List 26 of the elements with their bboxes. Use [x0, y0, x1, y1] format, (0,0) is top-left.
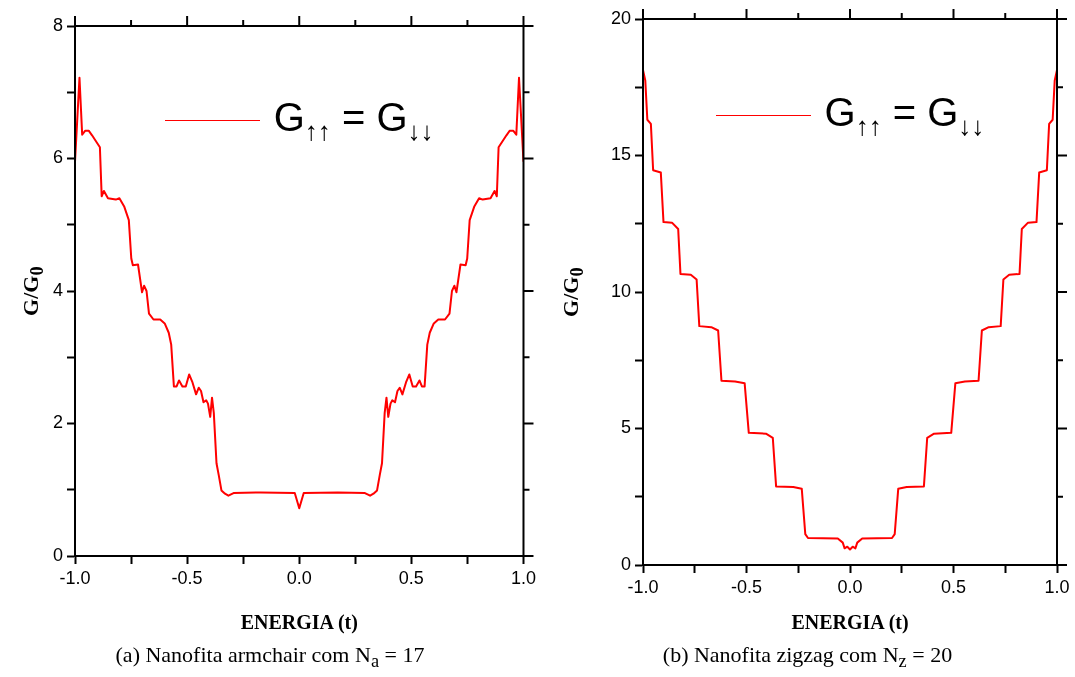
x-tick-label: 0.0 — [286, 567, 312, 588]
y-tick-label: 20 — [610, 7, 631, 28]
x-axis-title: ENERGIA (t) — [791, 611, 909, 635]
legend-label: G$_{↑↑}$ = G$_{↓↓}$ — [273, 94, 434, 147]
y-tick-label: 0 — [52, 544, 63, 565]
x-tick-label: -1.0 — [59, 567, 91, 588]
y-tick-label: 6 — [52, 147, 63, 168]
text: (a) Nanofita armchair com N$_{a}$ = 17 — [114, 642, 426, 673]
y-tick-label: 5 — [620, 417, 631, 438]
y-tick-label: 15 — [610, 144, 631, 165]
y-tick-label: 8 — [52, 14, 63, 35]
y-tick-label: 4 — [52, 279, 63, 300]
x-axis-title: ENERGIA (t) — [240, 611, 358, 635]
x-tick-label: -0.5 — [171, 567, 203, 588]
x-tick-label: 0.5 — [398, 567, 424, 588]
y-tick-label: 0 — [620, 553, 631, 574]
x-tick-label: -1.0 — [627, 576, 659, 597]
x-tick-label: -0.5 — [730, 576, 763, 597]
x-tick-label: 1.0 — [1044, 576, 1070, 597]
x-tick-label: 1.0 — [510, 567, 536, 588]
y-tick-label: 10 — [610, 280, 631, 301]
x-tick-label: 0.0 — [837, 576, 863, 597]
text: (b) Nanofita zigzag com N$_{z}$ = 20 — [661, 642, 954, 673]
legend-label: G$_{↑↑}$ = G$_{↓↓}$ — [824, 89, 985, 142]
x-tick-label: 0.5 — [940, 576, 967, 597]
y-tick-label: 2 — [52, 412, 63, 433]
